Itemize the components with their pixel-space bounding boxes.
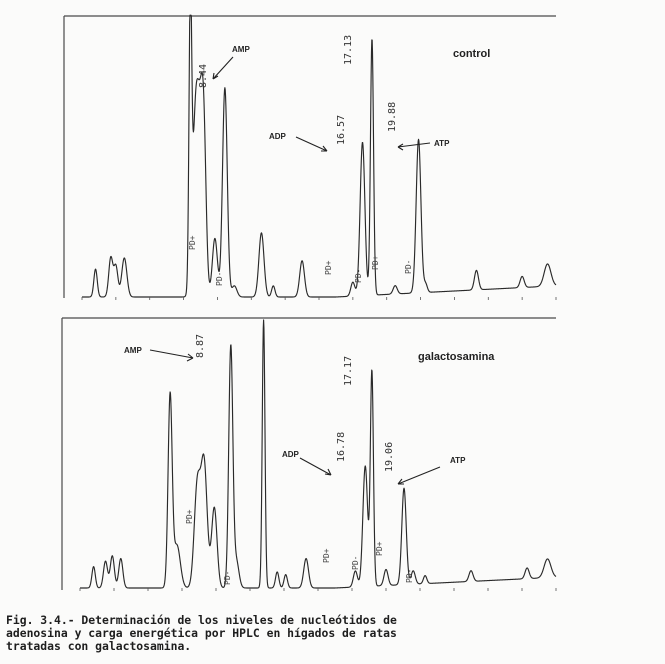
control-rt-adp: 16.57 (336, 115, 347, 145)
galactosamina-baseline-ticks (79, 588, 557, 591)
galactosamina-rt-amp: 8.87 (195, 334, 206, 358)
control-rt-peak: 17.13 (343, 35, 354, 65)
figure-caption: Fig. 3.4.- Determinación de los niveles … (6, 614, 661, 653)
chromatogram-figure: control galactosamina AMP ADP ATP 8.44 1… (61, 14, 557, 591)
galactosamina-panel-title: galactosamina (418, 351, 495, 363)
galactosamina-rt-peak: 17.17 (343, 356, 354, 386)
galactosamina-adp-arrow (299, 457, 332, 476)
galactosamina-pd-marker: PD+ (375, 541, 384, 556)
galactosamina-amp-arrow (149, 349, 194, 362)
caption-line: adenosina y carga energética por HPLC en… (6, 626, 397, 640)
caption-line: Fig. 3.4.- Determinación de los niveles … (6, 613, 397, 627)
galactosamina-pd-marker: PD- (405, 569, 414, 583)
control-pd-marker: PD+ (371, 255, 380, 270)
control-panel-title: control (453, 48, 490, 60)
control-atp-label: ATP (434, 139, 450, 148)
galactosamina-amp-label: AMP (124, 346, 142, 355)
galactosamina-pd-marker: PD+ (185, 509, 194, 524)
galactosamina-atp-label: ATP (450, 456, 466, 465)
galactosamina-pd-marker: PD- (351, 556, 360, 570)
control-pd-marker: PD+ (188, 235, 197, 250)
control-pd-marker: PD+ (324, 260, 333, 275)
control-atp-arrow (397, 142, 431, 151)
control-pd-marker: PD- (404, 260, 413, 274)
galactosamina-pd-marker: PD+ (322, 548, 331, 563)
control-baseline-ticks (81, 297, 557, 300)
control-rt-atp: 19.88 (387, 102, 398, 132)
control-rt-amp: 8.44 (198, 64, 209, 88)
galactosamina-pd-marker: PD- (223, 571, 232, 585)
control-adp-arrow (295, 136, 328, 152)
galactosamina-adp-label: ADP (282, 450, 300, 459)
control-amp-arrow (212, 56, 234, 80)
caption-line: tratadas con galactosamina. (6, 639, 192, 653)
galactosamina-atp-arrow (397, 466, 441, 485)
galactosamina-rt-adp: 16.78 (336, 432, 347, 462)
galactosamina-panel-frame (61, 317, 556, 590)
galactosamina-rt-atp: 19.06 (384, 442, 395, 472)
control-adp-label: ADP (269, 132, 287, 141)
control-panel-frame (63, 15, 556, 298)
control-amp-label: AMP (232, 45, 250, 54)
control-pd-marker: PD- (354, 269, 363, 283)
control-pd-marker: PD- (215, 272, 224, 286)
